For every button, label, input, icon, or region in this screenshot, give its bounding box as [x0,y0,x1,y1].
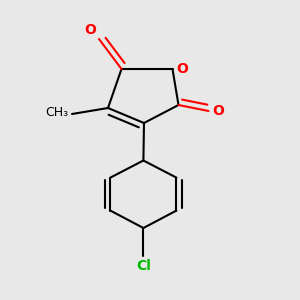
Text: O: O [176,62,188,76]
Text: CH₃: CH₃ [45,106,68,119]
Text: O: O [212,104,224,118]
Text: Cl: Cl [136,259,151,273]
Text: O: O [84,22,96,37]
